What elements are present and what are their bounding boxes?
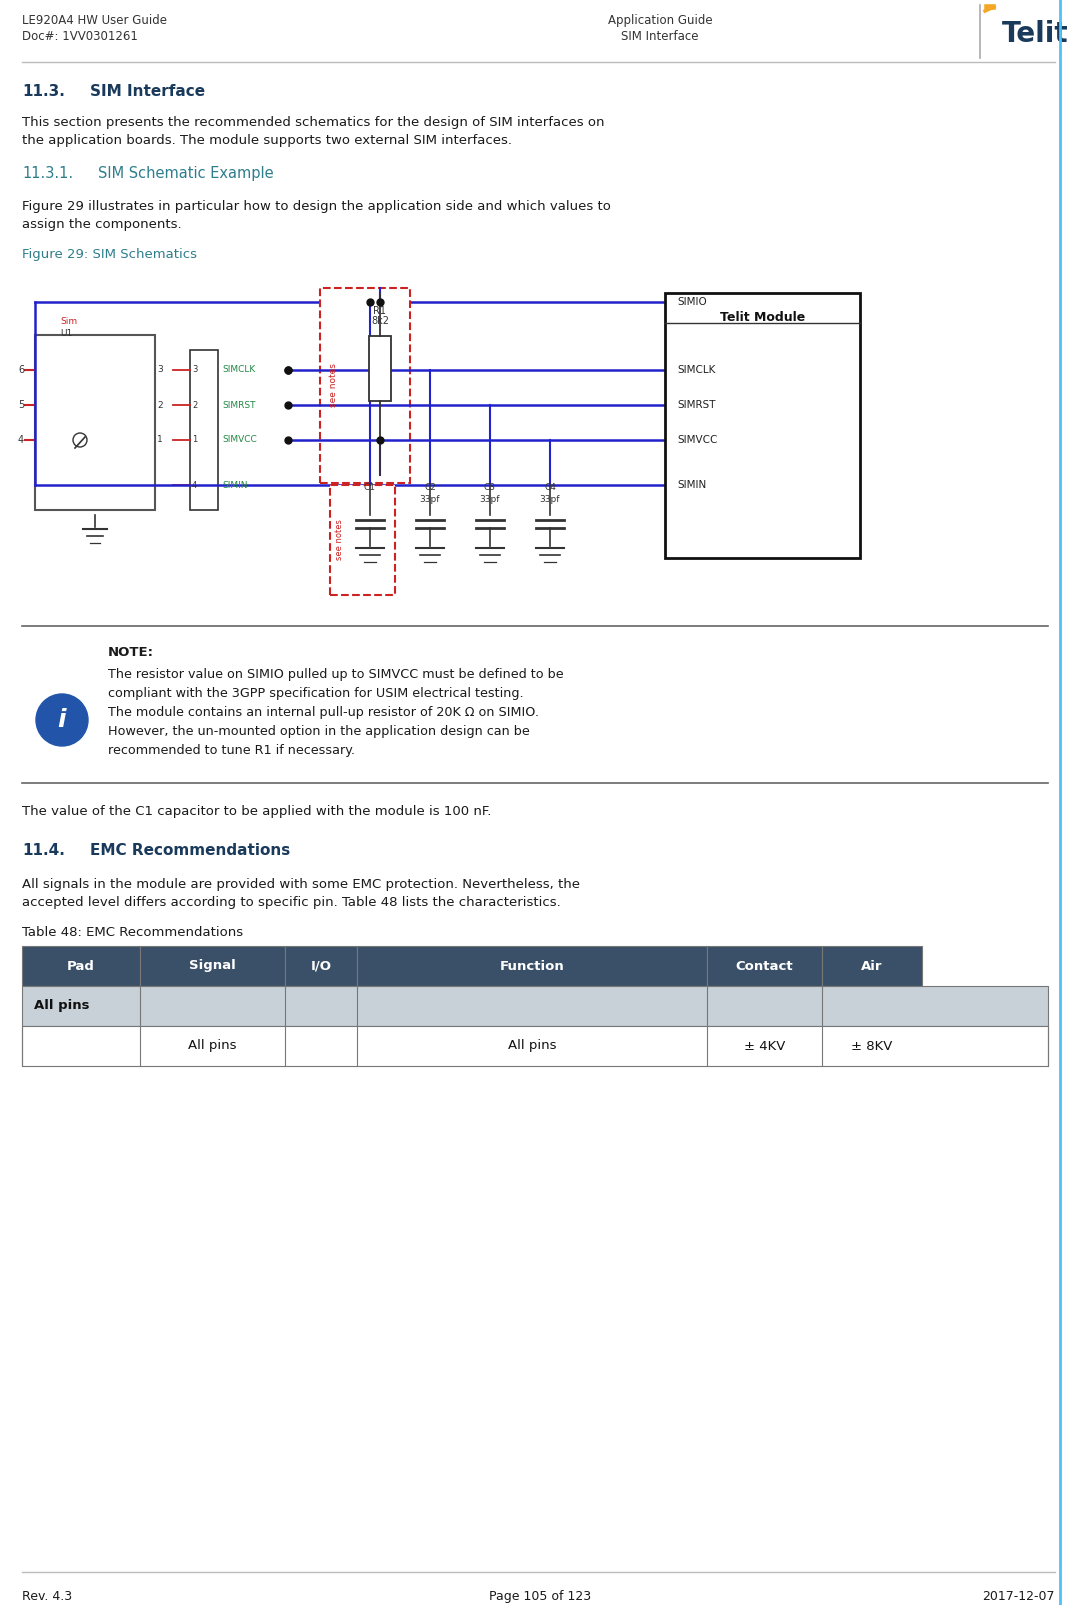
Text: 2: 2 — [192, 401, 198, 409]
Text: see notes: see notes — [329, 364, 338, 408]
Text: Page 105 of 123: Page 105 of 123 — [489, 1591, 591, 1603]
Text: Rev. 4.3: Rev. 4.3 — [22, 1591, 72, 1603]
Text: SIMRST: SIMRST — [222, 401, 256, 409]
Text: C1: C1 — [364, 483, 376, 493]
Text: However, the un-mounted option in the application design can be: However, the un-mounted option in the ap… — [108, 725, 530, 738]
Text: 2017-12-07: 2017-12-07 — [983, 1591, 1055, 1603]
Text: SIMVCC: SIMVCC — [677, 435, 717, 445]
Text: SIMIO: SIMIO — [677, 297, 706, 307]
Bar — [369, 335, 391, 401]
Bar — [707, 945, 822, 985]
Text: Telit: Telit — [1001, 19, 1068, 48]
Bar — [22, 945, 140, 985]
Text: 11.4.: 11.4. — [22, 843, 65, 859]
Text: Sim: Sim — [60, 318, 77, 326]
Text: Table 48: EMC Recommendations: Table 48: EMC Recommendations — [22, 926, 243, 939]
Text: assign the components.: assign the components. — [22, 218, 181, 231]
Text: Figure 29 illustrates in particular how to design the application side and which: Figure 29 illustrates in particular how … — [22, 201, 611, 213]
Text: I/O: I/O — [311, 960, 332, 973]
Text: The module contains an internal pull-up resistor of 20K Ω on SIMIO.: The module contains an internal pull-up … — [108, 706, 539, 719]
Text: Function: Function — [500, 960, 565, 973]
Bar — [330, 485, 395, 595]
Text: All signals in the module are provided with some EMC protection. Nevertheless, t: All signals in the module are provided w… — [22, 878, 580, 891]
Text: SIM Schematic Example: SIM Schematic Example — [98, 165, 273, 181]
Bar — [190, 350, 218, 510]
Text: 8k2: 8k2 — [372, 316, 389, 326]
Text: Pad: Pad — [67, 960, 95, 973]
Text: 11.3.: 11.3. — [22, 83, 65, 100]
Text: Telit Module: Telit Module — [720, 311, 805, 324]
Text: SIMCLK: SIMCLK — [677, 364, 715, 376]
Text: C2: C2 — [424, 483, 436, 493]
Text: 6: 6 — [18, 364, 24, 376]
Text: 2: 2 — [157, 401, 163, 409]
Text: Application Guide: Application Guide — [608, 14, 713, 27]
Text: SIM Interface: SIM Interface — [621, 30, 699, 43]
Text: LE920A4 HW User Guide: LE920A4 HW User Guide — [22, 14, 167, 27]
Text: Doc#: 1VV0301261: Doc#: 1VV0301261 — [22, 30, 138, 43]
Text: 3: 3 — [157, 366, 163, 374]
Text: 33pf: 33pf — [480, 494, 500, 504]
Text: 4: 4 — [192, 480, 198, 490]
Text: accepted level differs according to specific pin. Table 48 lists the characteris: accepted level differs according to spec… — [22, 896, 561, 908]
Text: All pins: All pins — [188, 1040, 237, 1053]
Text: see notes: see notes — [336, 520, 345, 560]
Text: 3: 3 — [192, 366, 198, 374]
Bar — [140, 945, 285, 985]
Text: 1: 1 — [192, 435, 198, 445]
Text: compliant with the 3GPP specification for USIM electrical testing.: compliant with the 3GPP specification fo… — [108, 687, 524, 700]
Bar — [665, 294, 860, 559]
Text: C4: C4 — [544, 483, 556, 493]
Text: EMC Recommendations: EMC Recommendations — [90, 843, 291, 859]
Text: Air: Air — [861, 960, 882, 973]
Text: Contact: Contact — [735, 960, 794, 973]
Text: 33pf: 33pf — [540, 494, 561, 504]
Bar — [822, 945, 922, 985]
Text: i: i — [57, 708, 66, 732]
Bar — [320, 287, 410, 483]
Text: SIMIN: SIMIN — [222, 480, 247, 490]
Bar — [22, 1026, 1048, 1066]
Bar — [22, 985, 1048, 1026]
Text: All pins: All pins — [33, 1000, 90, 1013]
Text: SIMIN: SIMIN — [677, 480, 706, 490]
Text: U1: U1 — [60, 329, 72, 339]
Text: 1: 1 — [157, 435, 163, 445]
Text: SIMVCC: SIMVCC — [222, 435, 257, 445]
Text: Figure 29: SIM Schematics: Figure 29: SIM Schematics — [22, 249, 197, 262]
Bar — [285, 945, 357, 985]
Text: 4: 4 — [18, 435, 24, 445]
Bar — [357, 945, 707, 985]
Text: ± 4KV: ± 4KV — [744, 1040, 785, 1053]
Text: ± 8KV: ± 8KV — [851, 1040, 893, 1053]
Text: 5: 5 — [18, 400, 24, 409]
Circle shape — [36, 693, 87, 746]
Text: SIMRST: SIMRST — [677, 400, 715, 409]
Text: SIM Interface: SIM Interface — [90, 83, 205, 100]
Text: the application boards. The module supports two external SIM interfaces.: the application boards. The module suppo… — [22, 133, 512, 148]
Text: 33pf: 33pf — [420, 494, 441, 504]
Text: C3: C3 — [484, 483, 496, 493]
Text: This section presents the recommended schematics for the design of SIM interface: This section presents the recommended sc… — [22, 116, 605, 128]
Text: R1: R1 — [374, 307, 387, 316]
Text: 11.3.1.: 11.3.1. — [22, 165, 73, 181]
Text: The value of the C1 capacitor to be applied with the module is 100 nF.: The value of the C1 capacitor to be appl… — [22, 806, 491, 819]
Bar — [35, 335, 156, 510]
Text: The resistor value on SIMIO pulled up to SIMVCC must be defined to be: The resistor value on SIMIO pulled up to… — [108, 668, 564, 681]
Text: Signal: Signal — [189, 960, 235, 973]
Text: SIMCLK: SIMCLK — [222, 366, 255, 374]
Text: recommended to tune R1 if necessary.: recommended to tune R1 if necessary. — [108, 745, 355, 758]
Text: NOTE:: NOTE: — [108, 645, 154, 660]
Text: All pins: All pins — [508, 1040, 556, 1053]
